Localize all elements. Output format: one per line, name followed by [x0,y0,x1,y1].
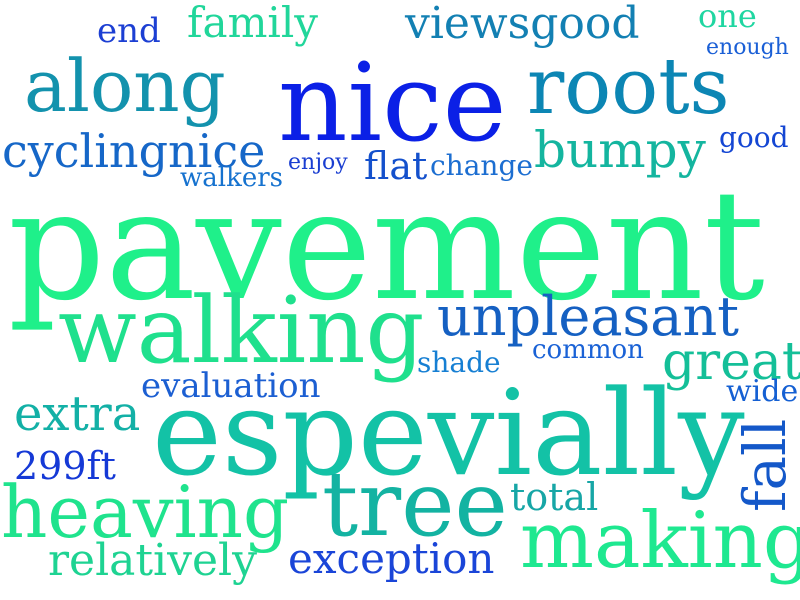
word-wide: wide [726,374,799,409]
word-bumpy: bumpy [534,121,706,179]
word-total: total [510,475,599,519]
word-one: one [698,0,757,35]
word-heaving: heaving [1,470,290,554]
word-enjoy: enjoy [288,150,348,175]
word-family: family [187,0,319,47]
word-along: along [24,44,226,128]
word-relatively: relatively [48,535,257,586]
word-exception: exception [288,534,495,583]
word-common: common [532,335,644,365]
word-299ft: 299ft [14,444,116,488]
word-making: making [520,496,800,586]
word-enough: enough [706,35,789,60]
word-espevially: espevially [152,364,745,502]
word-great: great [662,332,800,392]
word-change: change [430,149,533,182]
word-walkers: walkers [180,163,283,193]
word-roots: roots [527,42,730,132]
word-shade: shade [417,346,501,379]
word-unpleasant: unpleasant [437,285,739,348]
word-cyclingnice: cyclingnice [2,124,266,178]
word-viewsgood: viewsgood [405,0,640,49]
word-flat: flat [364,144,428,188]
word-extra: extra [14,386,141,442]
word-end: end [97,11,161,51]
word-evaluation: evaluation [141,366,321,406]
word-pavement: pavement [8,157,765,334]
word-nice: nice [278,41,507,166]
word-tree: tree [322,452,508,557]
word-good: good [719,121,789,154]
word-walking: walking [58,277,425,384]
